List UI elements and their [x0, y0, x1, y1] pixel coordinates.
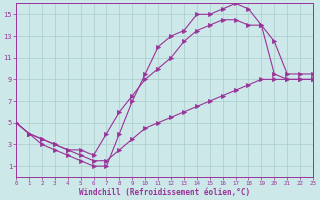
X-axis label: Windchill (Refroidissement éolien,°C): Windchill (Refroidissement éolien,°C) [79, 188, 250, 197]
